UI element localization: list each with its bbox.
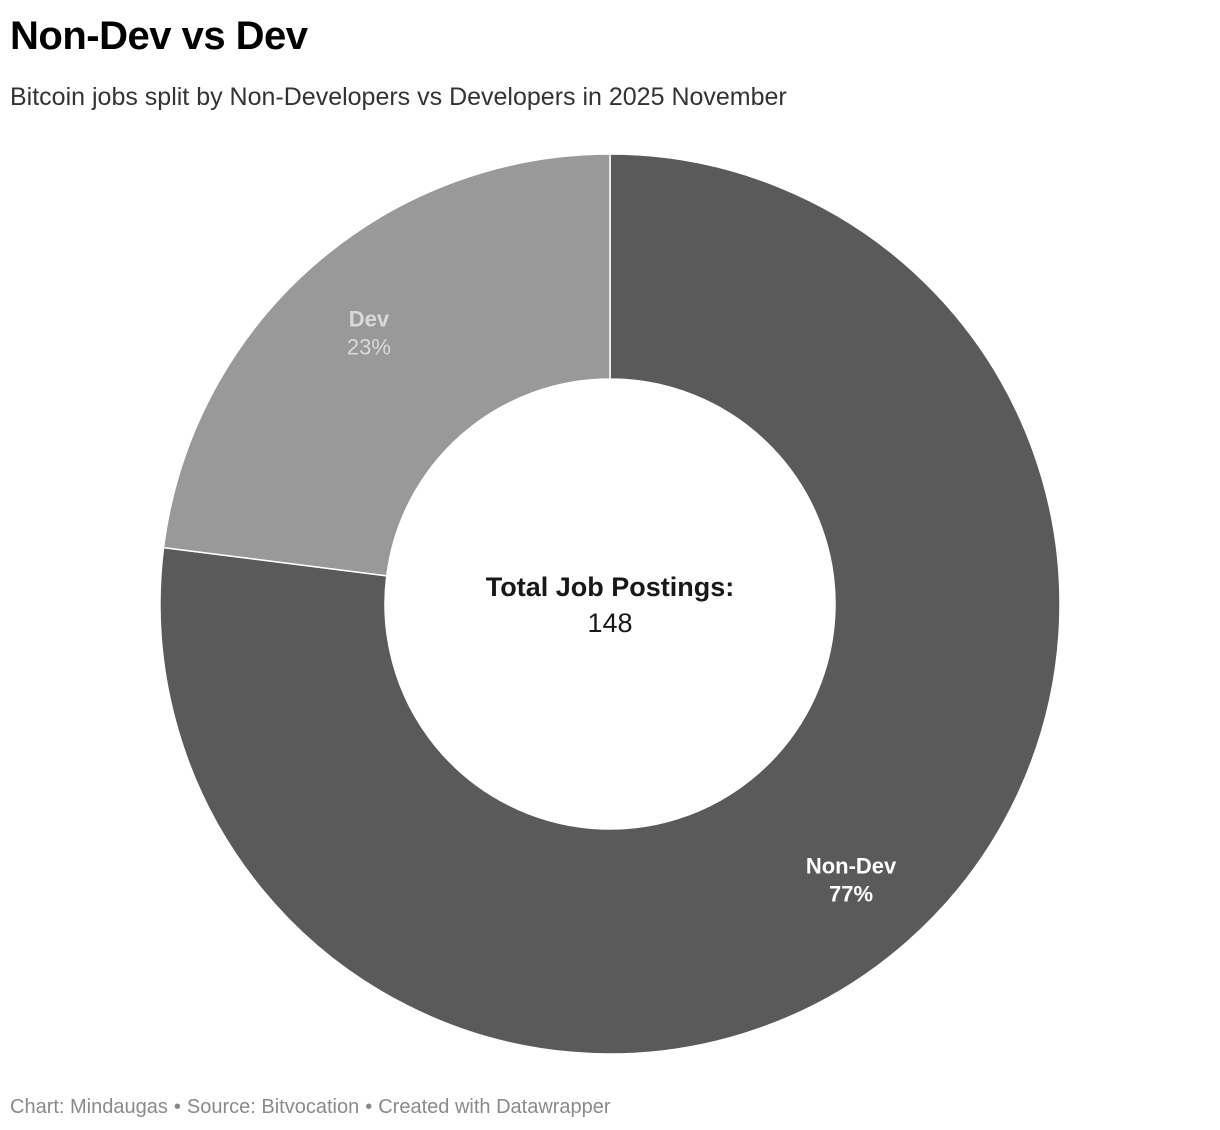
chart-footer: Chart: Mindaugas • Source: Bitvocation • Cre… [10, 1093, 611, 1121]
chart-credit: Chart: Mindaugas [10, 1096, 168, 1118]
center-label: Total Job Postings: [486, 572, 735, 602]
footer-separator: • [365, 1096, 373, 1118]
chart-subtitle: Bitcoin jobs split by Non-Developers vs … [10, 83, 787, 111]
donut-chart-svg: Non-Dev 77% Dev 23% Total Job Postings: 148 [159, 153, 1061, 1055]
center-value: 148 [587, 608, 632, 638]
source-credit: Source: Bitvocation [186, 1096, 360, 1118]
slice-percent-dev: 23% [347, 335, 391, 360]
slice-percent-non-dev: 77% [829, 881, 873, 906]
slices-layer [159, 153, 1061, 1055]
donut-chart: Non-Dev 77% Dev 23% Total Job Postings: 148 [0, 130, 1220, 1080]
donut-slice-dev[interactable] [162, 153, 611, 577]
slice-label-non-dev: Non-Dev [806, 853, 897, 878]
slice-label-dev: Dev [349, 307, 390, 332]
footer-separator: • [173, 1096, 181, 1118]
chart-title: Non-Dev vs Dev [10, 14, 308, 58]
slice-labels-layer: Non-Dev 77% Dev 23% [347, 307, 897, 907]
center-label-group: Total Job Postings: 148 [486, 572, 735, 638]
donut-slice-non-dev[interactable] [159, 153, 1061, 1055]
tool-credit: Created with Datawrapper [378, 1096, 611, 1118]
